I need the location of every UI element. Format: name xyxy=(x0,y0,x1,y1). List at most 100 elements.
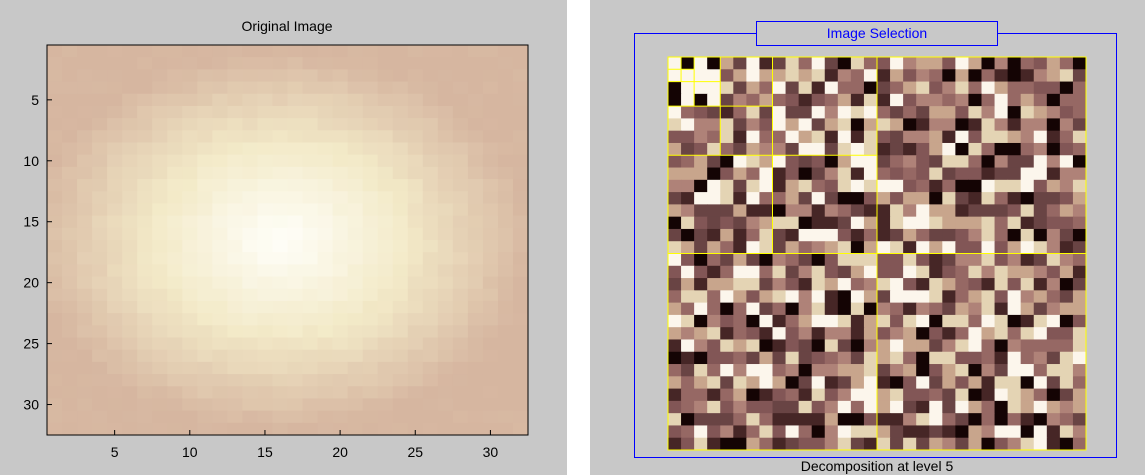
pixel xyxy=(423,82,439,95)
pixel xyxy=(1060,94,1074,107)
pixel xyxy=(137,118,153,131)
pixel xyxy=(453,179,469,192)
pixel xyxy=(257,216,273,229)
pixel xyxy=(982,290,996,303)
pixel xyxy=(799,94,813,107)
pixel xyxy=(942,82,956,95)
pixel xyxy=(453,277,469,290)
pixel xyxy=(197,143,213,156)
pixel xyxy=(825,155,839,168)
x-tick-label: 5 xyxy=(111,444,119,460)
pixel xyxy=(955,352,969,365)
pixel xyxy=(1008,278,1022,291)
pixel xyxy=(825,57,839,70)
pixel xyxy=(242,216,258,229)
pixel xyxy=(227,216,243,229)
pixel xyxy=(318,350,334,363)
pixel xyxy=(968,266,982,279)
pixel xyxy=(942,155,956,168)
pixel xyxy=(877,82,891,95)
pixel xyxy=(107,362,123,375)
pixel xyxy=(288,228,304,241)
pixel xyxy=(513,301,529,314)
pixel xyxy=(137,228,153,241)
pixel xyxy=(746,376,760,389)
pixel xyxy=(197,45,213,58)
pixel xyxy=(107,82,123,95)
pixel xyxy=(1034,241,1048,254)
pixel xyxy=(707,57,721,70)
pixel xyxy=(363,94,379,107)
pixel xyxy=(929,425,943,438)
pixel xyxy=(877,94,891,107)
pixel xyxy=(152,386,168,399)
pixel xyxy=(968,278,982,291)
pixel xyxy=(107,69,123,82)
pixel xyxy=(942,327,956,340)
pixel xyxy=(92,398,108,411)
pixel xyxy=(825,168,839,181)
pixel xyxy=(318,167,334,180)
pixel xyxy=(483,301,499,314)
pixel xyxy=(759,57,773,70)
pixel xyxy=(77,82,93,95)
pixel xyxy=(838,315,852,328)
pixel xyxy=(864,376,878,389)
pixel xyxy=(916,389,930,402)
pixel xyxy=(1034,57,1048,70)
pixel xyxy=(152,325,168,338)
pixel xyxy=(799,155,813,168)
pixel xyxy=(982,204,996,217)
pixel xyxy=(62,216,78,229)
pixel xyxy=(995,303,1009,316)
pixel xyxy=(348,398,364,411)
pixel xyxy=(513,228,529,241)
pixel xyxy=(1021,143,1035,156)
pixel xyxy=(759,69,773,82)
pixel xyxy=(468,374,484,387)
pixel xyxy=(1021,376,1035,389)
pixel xyxy=(668,143,682,156)
pixel xyxy=(438,191,454,204)
pixel xyxy=(62,203,78,216)
pixel xyxy=(1034,118,1048,131)
pixel xyxy=(955,254,969,267)
pixel xyxy=(303,301,319,314)
pixel xyxy=(890,413,904,426)
pixel xyxy=(212,94,228,107)
pixel xyxy=(720,290,734,303)
pixel xyxy=(122,240,138,253)
pixel xyxy=(1060,241,1074,254)
pixel xyxy=(257,350,273,363)
pixel xyxy=(720,266,734,279)
pixel xyxy=(92,386,108,399)
pixel xyxy=(152,45,168,58)
pixel xyxy=(257,362,273,375)
pixel xyxy=(92,313,108,326)
pixel xyxy=(773,339,787,352)
pixel xyxy=(288,69,304,82)
pixel xyxy=(77,57,93,70)
pixel xyxy=(799,376,813,389)
pixel xyxy=(92,374,108,387)
pixel xyxy=(348,350,364,363)
pixel xyxy=(122,338,138,351)
pixel xyxy=(773,352,787,365)
pixel xyxy=(799,339,813,352)
pixel xyxy=(167,252,183,265)
pixel xyxy=(227,350,243,363)
pixel xyxy=(955,290,969,303)
pixel xyxy=(851,118,865,131)
pixel xyxy=(272,216,288,229)
pixel xyxy=(851,327,865,340)
pixel xyxy=(1060,82,1074,95)
pixel xyxy=(733,106,747,119)
pixel xyxy=(303,45,319,58)
pixel xyxy=(759,290,773,303)
pixel xyxy=(838,106,852,119)
pixel xyxy=(363,338,379,351)
pixel xyxy=(929,254,943,267)
pixel xyxy=(1034,94,1048,107)
pixel xyxy=(890,278,904,291)
pixel xyxy=(498,143,514,156)
